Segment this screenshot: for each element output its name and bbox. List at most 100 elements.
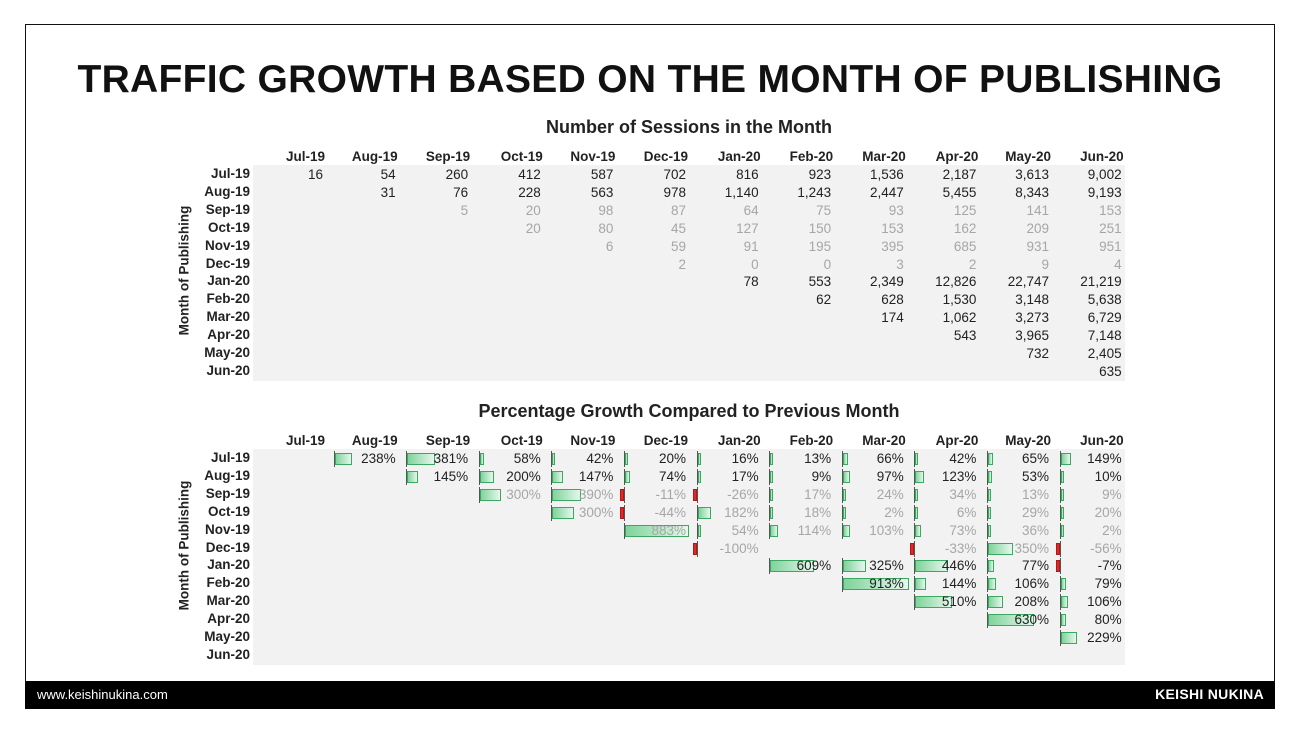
- table-cell: 543: [953, 328, 977, 344]
- bar-baseline: [987, 468, 988, 485]
- table-cell: -56%: [1090, 540, 1122, 556]
- bar-baseline: [551, 486, 553, 503]
- growth-bar: [552, 506, 575, 519]
- column-header: Nov-19: [570, 433, 616, 448]
- row-header: Dec-19: [205, 255, 250, 271]
- table-cell: 260: [445, 167, 469, 182]
- table-cell: 228: [518, 184, 541, 200]
- table-cell: 73%: [949, 522, 977, 538]
- table-cell: 22,747: [1007, 274, 1049, 290]
- table-cell: 59: [670, 238, 686, 254]
- growth-bar: [407, 470, 418, 483]
- table-cell: 2: [968, 256, 977, 272]
- column-header: Apr-20: [935, 433, 979, 448]
- table-cell: 17%: [804, 486, 832, 502]
- bar-baseline: [841, 486, 843, 503]
- growth-bar: [697, 524, 702, 537]
- bar-baseline: [333, 451, 335, 467]
- table-cell: 2,447: [870, 184, 904, 200]
- bar-baseline: [914, 468, 916, 485]
- column-header: Aug-19: [351, 149, 398, 164]
- growth-y-axis-label: Month of Publishing: [176, 480, 192, 611]
- table-cell: 2%: [884, 504, 904, 520]
- bar-baseline: [696, 468, 698, 485]
- table-cell: 2: [678, 256, 686, 272]
- table-cell: 923: [808, 167, 832, 182]
- table-cell: 65%: [1021, 451, 1049, 466]
- table-cell: 31: [380, 184, 396, 200]
- growth-bar: [1060, 632, 1078, 644]
- table-cell: 510%: [941, 594, 977, 610]
- growth-bar: [479, 488, 502, 501]
- table-cell: 58%: [513, 451, 541, 466]
- column-header: Jan-20: [717, 433, 761, 448]
- growth-bar: [915, 560, 948, 573]
- table-cell: -7%: [1097, 558, 1122, 574]
- column-header: May-20: [1005, 433, 1051, 448]
- table-cell: 17%: [731, 468, 759, 484]
- bar-baseline: [406, 451, 408, 467]
- table-cell: 12,826: [935, 274, 977, 290]
- row-header: Sep-19: [205, 201, 250, 217]
- table-cell: 251: [1099, 220, 1122, 236]
- table-cell: 53%: [1021, 468, 1049, 484]
- table-cell: 91: [743, 238, 759, 254]
- table-cell: 609%: [796, 558, 832, 574]
- bar-baseline: [551, 468, 553, 485]
- table-cell: 42%: [586, 451, 614, 466]
- column-header: Aug-19: [351, 433, 398, 448]
- table-cell: 563: [590, 184, 614, 200]
- website-link[interactable]: www.keishinukina.com: [37, 687, 168, 702]
- growth-bar: [770, 470, 774, 483]
- table-cell: 93: [888, 202, 904, 218]
- row-header: May-20: [204, 629, 250, 644]
- bar-baseline: [696, 522, 698, 539]
- bar-baseline: [841, 576, 843, 593]
- growth-bar: [842, 453, 848, 465]
- row-header: May-20: [204, 345, 250, 360]
- row-header: Nov-19: [204, 237, 250, 253]
- column-header: Jun-20: [1080, 433, 1124, 448]
- column-header: May-20: [1005, 149, 1051, 164]
- table-cell: 54%: [731, 522, 759, 538]
- table-cell: 182%: [724, 504, 759, 520]
- table-cell: 62: [816, 292, 832, 308]
- table-cell: 21,219: [1080, 274, 1122, 290]
- growth-bar: [1060, 488, 1064, 501]
- growth-bar: [988, 560, 994, 573]
- growth-bar: [1055, 560, 1060, 573]
- bar-baseline: [478, 468, 480, 485]
- table-cell: 66%: [876, 451, 904, 466]
- table-cell: 2,405: [1087, 346, 1122, 361]
- table-cell: 978: [663, 184, 686, 200]
- table-cell: 1,243: [797, 184, 832, 200]
- table-cell: 587: [590, 167, 614, 182]
- bar-baseline: [987, 540, 988, 557]
- table-cell: 114%: [797, 522, 832, 538]
- table-cell: 208%: [1014, 594, 1049, 610]
- bar-baseline: [914, 451, 916, 467]
- table-cell: 6: [605, 238, 614, 254]
- bar-baseline: [1059, 451, 1061, 467]
- growth-bar: [692, 542, 697, 555]
- table-cell: 381%: [433, 451, 469, 466]
- row-header: Mar-20: [206, 309, 250, 325]
- sessions-y-axis-label: Month of Publishing: [176, 205, 192, 336]
- growth-bar: [1060, 470, 1064, 483]
- growth-bar: [334, 453, 352, 465]
- growth-bar: [407, 453, 435, 465]
- table-cell: 147%: [578, 468, 614, 484]
- table-cell: 20: [525, 202, 541, 218]
- column-header: Jul-19: [285, 149, 325, 164]
- row-header: Mar-20: [206, 593, 250, 609]
- table-cell: 13%: [1021, 486, 1049, 502]
- bar-baseline: [841, 558, 843, 575]
- table-cell: 412: [518, 167, 541, 182]
- table-cell: 5,638: [1087, 292, 1122, 308]
- table-cell: 325%: [869, 558, 904, 574]
- column-header: Dec-19: [643, 433, 688, 448]
- column-header: Jan-20: [717, 149, 761, 164]
- table-cell: 144%: [941, 576, 977, 592]
- table-cell: 18%: [804, 504, 832, 520]
- column-header: Oct-19: [500, 433, 543, 448]
